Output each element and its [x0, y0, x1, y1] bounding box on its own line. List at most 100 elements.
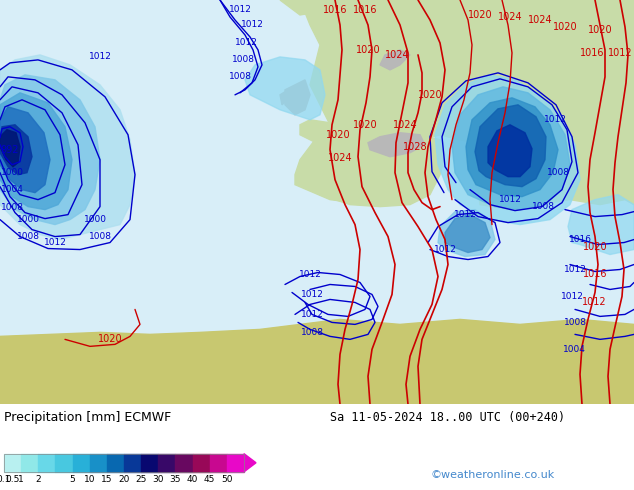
Text: 1024: 1024 [392, 120, 417, 130]
Polygon shape [465, 105, 634, 210]
Polygon shape [245, 57, 325, 120]
Text: 1024: 1024 [527, 15, 552, 25]
Text: 1012: 1012 [607, 48, 632, 58]
Text: 1000: 1000 [84, 215, 107, 224]
Bar [107, 454, 124, 472]
Text: 1020: 1020 [98, 334, 122, 344]
Text: 1004: 1004 [562, 345, 585, 354]
Polygon shape [244, 454, 256, 472]
Text: 1020: 1020 [356, 45, 380, 55]
Text: 1012: 1012 [89, 52, 112, 61]
Polygon shape [0, 130, 20, 167]
Text: 50: 50 [221, 475, 233, 484]
Bar [90, 454, 107, 472]
Polygon shape [280, 0, 634, 15]
Polygon shape [300, 85, 634, 145]
Polygon shape [0, 107, 50, 193]
Text: 10: 10 [84, 475, 96, 484]
Text: 1024: 1024 [498, 12, 522, 22]
Polygon shape [0, 55, 135, 240]
Polygon shape [475, 105, 546, 187]
Text: 15: 15 [101, 475, 113, 484]
Polygon shape [0, 93, 72, 210]
Text: Precipitation [mm] ECMWF: Precipitation [mm] ECMWF [4, 411, 171, 424]
Text: 1012: 1012 [301, 310, 323, 319]
Text: 1020: 1020 [583, 242, 607, 251]
Text: 1012: 1012 [44, 238, 67, 247]
Text: 1020: 1020 [553, 22, 578, 32]
Polygon shape [380, 0, 470, 100]
Bar [124, 454, 141, 472]
Bar [4, 454, 244, 472]
Polygon shape [438, 210, 495, 257]
Text: 2: 2 [36, 475, 41, 484]
Polygon shape [380, 50, 410, 70]
Text: 1000: 1000 [16, 215, 39, 224]
Text: 1008: 1008 [564, 318, 586, 327]
Text: 1012: 1012 [301, 290, 323, 299]
Polygon shape [280, 90, 288, 105]
Polygon shape [445, 215, 490, 252]
Text: 1020: 1020 [468, 10, 493, 20]
Text: 1024: 1024 [328, 153, 353, 163]
Text: 1008: 1008 [16, 232, 39, 241]
Polygon shape [452, 87, 570, 210]
Text: 1012: 1012 [453, 210, 476, 219]
Text: 1: 1 [18, 475, 24, 484]
Text: 0.5: 0.5 [5, 475, 20, 484]
Polygon shape [368, 133, 425, 157]
Bar [210, 454, 227, 472]
Bar [4, 454, 21, 472]
Polygon shape [318, 135, 445, 207]
Text: 1020: 1020 [326, 130, 351, 140]
Text: 5: 5 [70, 475, 75, 484]
Text: 1008: 1008 [547, 168, 569, 177]
Bar [176, 454, 193, 472]
Polygon shape [435, 75, 580, 224]
Text: 35: 35 [170, 475, 181, 484]
Bar [227, 454, 244, 472]
Text: 1012: 1012 [498, 195, 521, 204]
Text: 992: 992 [1, 145, 19, 155]
Bar [55, 454, 72, 472]
Bar [141, 454, 158, 472]
Polygon shape [295, 120, 395, 205]
Text: 1020: 1020 [353, 120, 377, 130]
Text: 1016: 1016 [323, 5, 347, 15]
Text: 1016: 1016 [579, 48, 604, 58]
Text: 25: 25 [136, 475, 147, 484]
Bar [38, 454, 55, 472]
Text: 1004: 1004 [1, 185, 23, 194]
Text: 1008: 1008 [231, 55, 254, 64]
Text: 45: 45 [204, 475, 216, 484]
Text: 1012: 1012 [299, 270, 321, 279]
Text: 1012: 1012 [229, 5, 252, 15]
Text: 1000: 1000 [1, 168, 23, 177]
Text: 1020: 1020 [588, 25, 612, 35]
Text: 1016: 1016 [569, 235, 592, 244]
Text: 40: 40 [187, 475, 198, 484]
Text: 1008: 1008 [531, 202, 555, 211]
Text: 20: 20 [119, 475, 130, 484]
Text: 1012: 1012 [581, 297, 606, 307]
Text: 1020: 1020 [418, 90, 443, 100]
Polygon shape [466, 98, 558, 196]
Text: 1012: 1012 [564, 265, 586, 274]
Polygon shape [285, 80, 310, 115]
Bar [193, 454, 210, 472]
Text: 0.1: 0.1 [0, 475, 11, 484]
Text: 1028: 1028 [403, 142, 427, 152]
Text: 1008: 1008 [89, 232, 112, 241]
Polygon shape [488, 125, 532, 177]
Polygon shape [0, 125, 32, 174]
Text: 1012: 1012 [235, 38, 257, 48]
Text: 30: 30 [153, 475, 164, 484]
Bar [21, 454, 38, 472]
Text: Sa 11-05-2024 18..00 UTC (00+240): Sa 11-05-2024 18..00 UTC (00+240) [330, 411, 565, 424]
Text: 1012: 1012 [560, 292, 583, 301]
Bar [72, 454, 90, 472]
Text: 1012: 1012 [240, 21, 264, 29]
Text: 1008: 1008 [1, 203, 23, 212]
Text: 1024: 1024 [385, 50, 410, 60]
Text: 1012: 1012 [434, 245, 456, 254]
